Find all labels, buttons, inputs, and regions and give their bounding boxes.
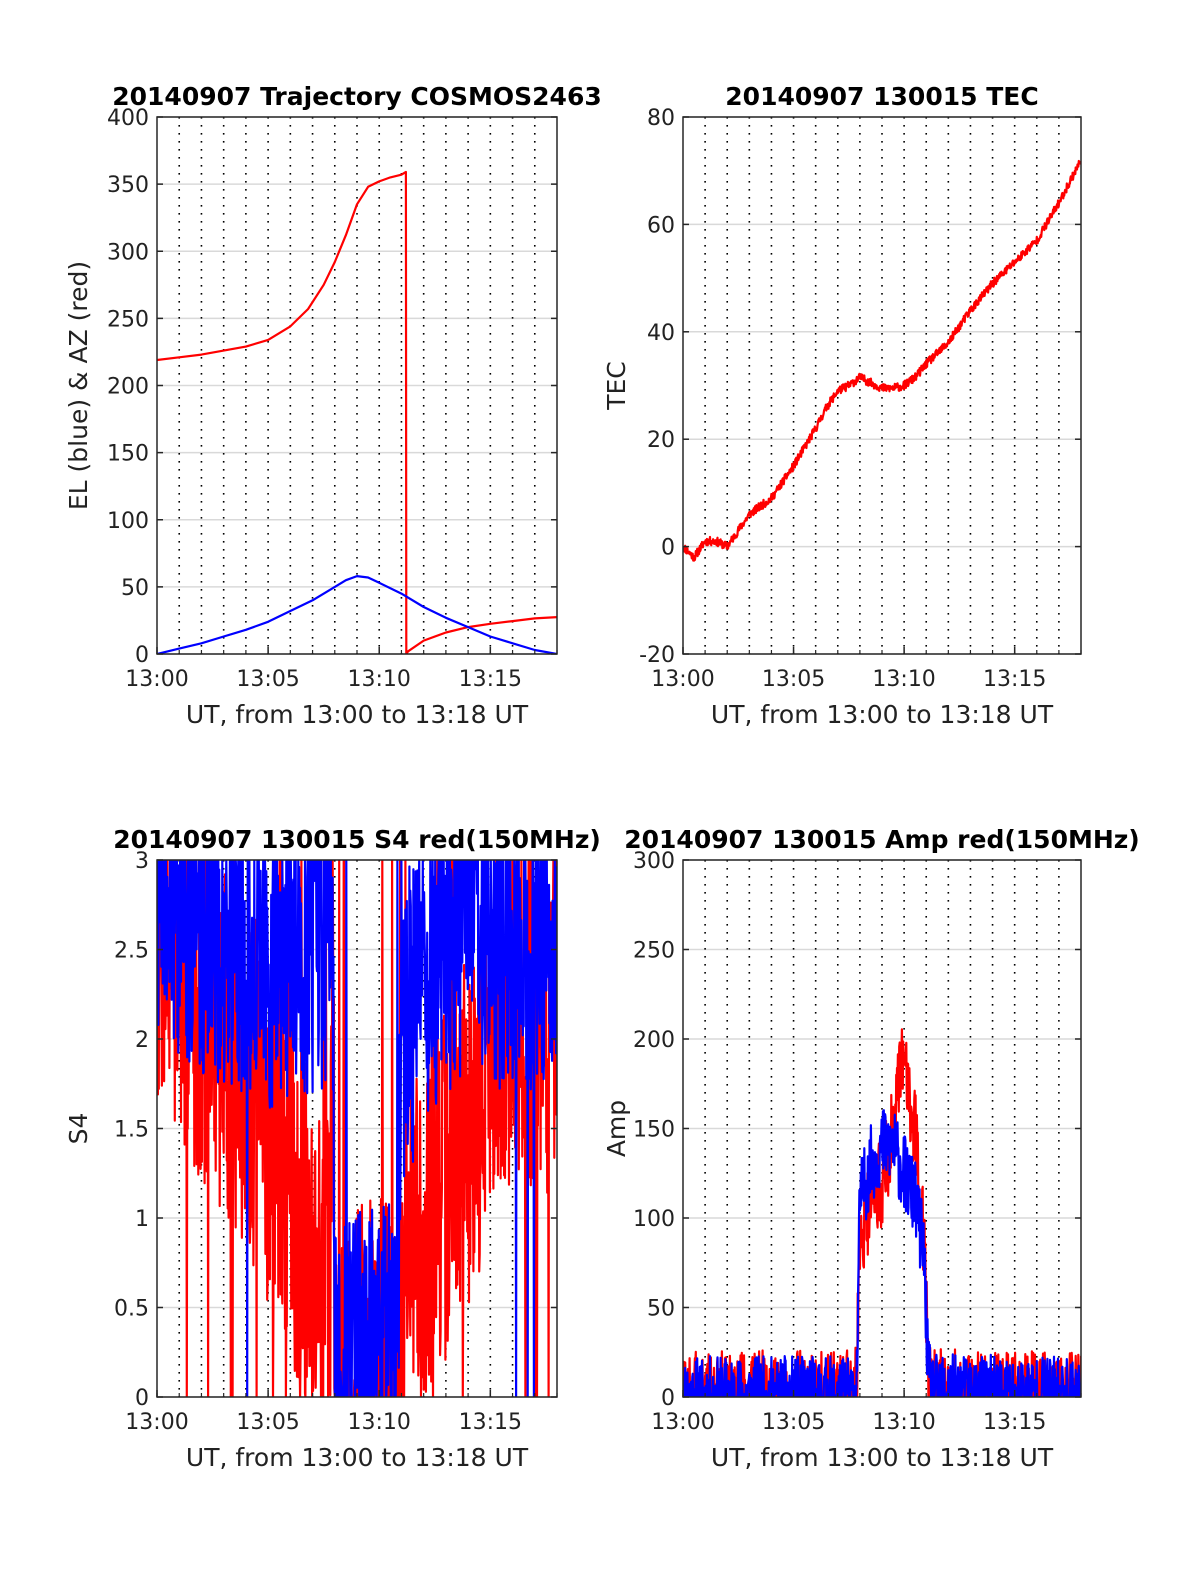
y-tick-label: 0	[661, 536, 675, 561]
y-tick-label: 1.5	[114, 1118, 149, 1143]
x-tick-label: 13:05	[236, 1410, 299, 1435]
y-tick-label: 300	[107, 240, 149, 265]
x-tick-label: 13:15	[983, 667, 1046, 692]
x-tick-label: 13:10	[348, 667, 411, 692]
x-axis-label: UT, from 13:00 to 13:18 UT	[711, 1443, 1054, 1472]
x-tick-label: 13:15	[983, 1410, 1046, 1435]
y-tick-label: 20	[647, 428, 675, 453]
x-tick-label: 13:00	[651, 667, 714, 692]
x-tick-label: 13:05	[236, 667, 299, 692]
chart-title: 20140907 Trajectory COSMOS2463	[112, 82, 602, 111]
y-tick-label: 0	[135, 1386, 149, 1411]
y-tick-label: 350	[107, 173, 149, 198]
y-tick-label: 400	[107, 106, 149, 131]
series-line-1	[157, 170, 557, 654]
y-tick-label: 1	[135, 1207, 149, 1232]
x-axis-label: UT, from 13:00 to 13:18 UT	[186, 1443, 529, 1472]
y-tick-label: 50	[121, 576, 149, 601]
series-line-2	[157, 575, 557, 654]
series-line-2	[683, 1109, 1081, 1397]
y-tick-label: 2	[135, 1028, 149, 1053]
y-tick-label: 250	[107, 307, 149, 332]
y-tick-label: 300	[633, 849, 675, 874]
y-tick-label: 0	[661, 1386, 675, 1411]
y-axis-label: EL (blue) & AZ (red)	[64, 261, 93, 510]
x-tick-label: 13:10	[872, 1410, 935, 1435]
y-tick-label: 2.5	[114, 939, 149, 964]
x-tick-label: 13:15	[459, 667, 522, 692]
chart-title: 20140907 130015 S4 red(150MHz)	[113, 825, 601, 854]
y-axis-label: Amp	[602, 1100, 631, 1157]
x-tick-label: 13:00	[125, 1410, 188, 1435]
y-tick-label: 200	[633, 1028, 675, 1053]
y-tick-label: 250	[633, 939, 675, 964]
chart-panel-1: 0 50 100 150 200 250 300 350 400 13:00 13:05 13:10 1…	[64, 82, 602, 729]
series-line-2	[157, 860, 557, 1397]
y-tick-label: 60	[647, 213, 675, 238]
x-axis-label: UT, from 13:00 to 13:18 UT	[711, 700, 1054, 729]
chart-title: 20140907 130015 TEC	[725, 82, 1038, 111]
x-tick-label: 13:15	[459, 1410, 522, 1435]
x-tick-label: 13:10	[348, 1410, 411, 1435]
series-line-1	[683, 159, 1081, 562]
y-tick-label: 100	[633, 1207, 675, 1232]
y-tick-label: 150	[107, 442, 149, 467]
chart-title: 20140907 130015 Amp red(150MHz)	[624, 825, 1140, 854]
x-axis-label: UT, from 13:00 to 13:18 UT	[186, 700, 529, 729]
y-tick-label: 40	[647, 321, 675, 346]
y-tick-label: 0.5	[114, 1297, 149, 1322]
x-tick-label: 13:10	[872, 667, 935, 692]
y-tick-label: 50	[647, 1297, 675, 1322]
chart-panel-3: 0 0.5 1 1.5 2 2.5 3 13:00 13:05 13:10 13:15 2014090…	[64, 825, 601, 1472]
x-tick-label: 13:00	[125, 667, 188, 692]
y-tick-label: 200	[107, 375, 149, 400]
y-tick-label: -20	[639, 643, 675, 668]
x-tick-label: 13:05	[762, 667, 825, 692]
x-tick-label: 13:05	[762, 1410, 825, 1435]
y-tick-label: 150	[633, 1118, 675, 1143]
x-tick-label: 13:00	[651, 1410, 714, 1435]
y-axis-label: TEC	[602, 361, 631, 411]
y-tick-label: 80	[647, 106, 675, 131]
y-tick-label: 100	[107, 509, 149, 534]
y-axis-label: S4	[64, 1113, 93, 1145]
y-tick-label: 0	[135, 643, 149, 668]
chart-panel-2: -20 0 20 40 60 80 13:00 13:05 13:10 13:15 20140907…	[602, 82, 1082, 729]
chart-panel-4: 0 50 100 150 200 250 300 13:00 13:05 13:10 13:15 20…	[602, 825, 1140, 1472]
y-tick-label: 3	[135, 849, 149, 874]
